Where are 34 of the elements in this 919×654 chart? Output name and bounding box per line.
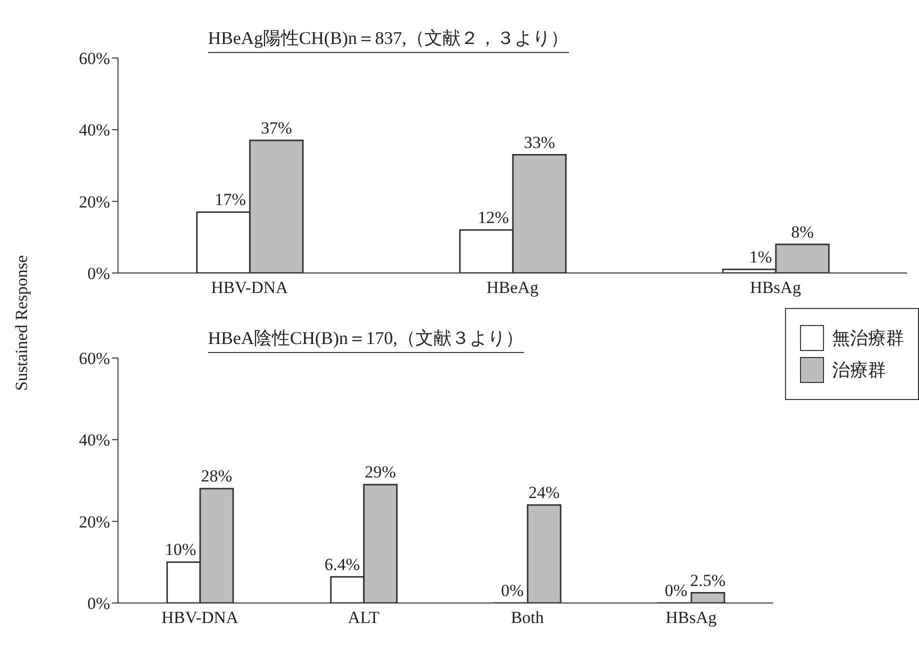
data-label: 8% — [791, 222, 814, 242]
x-tick-label: ALT — [348, 608, 380, 628]
x-tick-label: HBsAg — [666, 608, 718, 628]
data-label: 1% — [749, 247, 772, 266]
x-tick-label: HBeAg — [486, 278, 539, 298]
data-label: 0% — [500, 580, 524, 600]
data-label: 12% — [478, 208, 509, 227]
y-tick-label: 20% — [78, 192, 110, 212]
data-label: 33% — [524, 132, 555, 152]
x-tick-label: Both — [510, 608, 544, 628]
x-tick-label: HBV-DNA — [211, 278, 289, 298]
y-tick-label: 20% — [78, 512, 110, 532]
y-tick-label: 60% — [78, 49, 110, 68]
data-label: 17% — [214, 190, 246, 210]
y-tick-label: 40% — [78, 430, 110, 450]
y-tick-label: 40% — [78, 120, 110, 140]
data-label: 24% — [528, 483, 560, 502]
data-label: 0% — [664, 580, 688, 600]
y-axis-title: Sustained Response — [12, 255, 32, 391]
y-tick-label: 60% — [78, 349, 110, 368]
legend-label: 無治療群 — [832, 327, 904, 350]
chart-title: HBeAg陽性CH(B)n＝837,（文献２，３より） — [208, 26, 568, 53]
data-label: 2.5% — [690, 570, 726, 590]
y-tick-label: 0% — [87, 264, 110, 284]
y-tick-label: 0% — [87, 594, 110, 614]
data-label: 6.4% — [324, 554, 360, 574]
data-label: 29% — [364, 462, 396, 482]
data-label: 37% — [260, 118, 292, 138]
legend-label: 治療群 — [832, 359, 886, 382]
x-tick-label: HBV-DNA — [161, 608, 240, 628]
chart-title: HBeA陰性CH(B)n＝170,（文献３より） — [208, 326, 524, 353]
x-tick-label: HBsAg — [750, 278, 802, 298]
data-label: 10% — [164, 540, 196, 560]
data-label: 28% — [201, 466, 232, 486]
